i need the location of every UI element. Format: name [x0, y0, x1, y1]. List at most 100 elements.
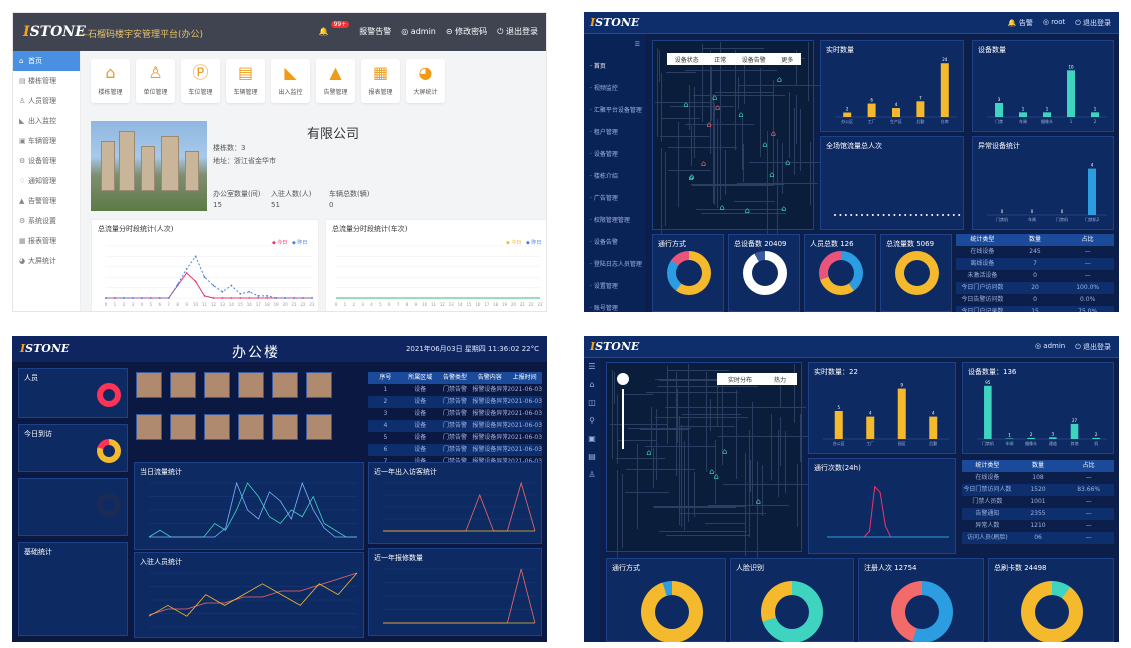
home-icon[interactable]: ⌂ — [589, 380, 595, 389]
map-pin-icon[interactable]: ⌂ — [781, 203, 787, 213]
sidebar-item[interactable]: · 权限管理管理 — [590, 217, 630, 224]
tile-button[interactable]: Ⓟ 车位管理 — [181, 59, 220, 103]
map-pin-icon[interactable]: ⌂ — [722, 446, 728, 456]
compass-icon[interactable] — [617, 373, 629, 385]
face-thumbnail[interactable] — [272, 414, 298, 440]
sidebar-item[interactable]: · 登陆日志人员管理 — [590, 261, 642, 268]
map-pin-icon[interactable]: ⌂ — [646, 447, 652, 457]
zoom-slider[interactable] — [622, 389, 624, 449]
map-pin-icon[interactable]: ⌂ — [683, 100, 689, 110]
tab-device-status[interactable]: 设备状态 — [674, 56, 699, 64]
table-row: 今日门户记录数 15 75.0% — [956, 306, 1114, 312]
sidebar-item[interactable]: · 设备告警 — [590, 239, 618, 246]
sidebar-item[interactable]: · 设置管理 — [590, 283, 618, 290]
sidebar-item[interactable]: · 账号管理 — [590, 305, 618, 312]
sidebar-item[interactable]: ⚙ 系统设置 — [13, 211, 80, 231]
sidebar-item[interactable]: ♢ 通知管理 — [13, 171, 80, 191]
map-pin-icon[interactable]: ⌂ — [762, 139, 768, 149]
sidebar-item[interactable]: · 视频监控 — [590, 85, 618, 92]
tile-button[interactable]: ▦ 报表管理 — [361, 59, 400, 103]
distribution-map[interactable]: ⌂ ⌂ ⌂ ⌂ ⌂ 实时分布 热力 — [606, 362, 825, 578]
map-pin-icon[interactable]: ⌂ — [688, 172, 694, 182]
face-thumbnail[interactable] — [238, 414, 264, 440]
tile-button[interactable]: ▲ 告警管理 — [316, 59, 355, 103]
video-icon[interactable]: ◫ — [588, 398, 596, 407]
map-pin-icon[interactable]: ⌂ — [744, 206, 750, 216]
collapse-icon[interactable]: ☰ — [634, 41, 640, 48]
user-menu[interactable]: ◎ admin — [401, 27, 436, 36]
person-icon[interactable]: ♙ — [588, 470, 596, 479]
sidebar-item[interactable]: · 租户管理 — [590, 129, 618, 136]
sidebar-item[interactable]: · 楼栋介绍 — [590, 173, 618, 180]
user-menu[interactable]: ◎ root — [1042, 18, 1066, 26]
sidebar-item[interactable]: ▤ 楼栋管理 — [13, 71, 80, 91]
map-pin-icon[interactable]: ⌂ — [755, 497, 761, 507]
map-pin-icon[interactable]: ⌂ — [706, 120, 712, 130]
map-pin-icon[interactable]: ⌂ — [776, 75, 782, 85]
sidebar-item[interactable]: ♙ 人员管理 — [13, 91, 80, 111]
notification-bell-icon[interactable]: 🔔 — [318, 27, 329, 36]
face-thumbnail[interactable] — [306, 372, 332, 398]
bar — [916, 101, 925, 117]
map-pin-icon[interactable]: ⌂ — [715, 103, 721, 113]
sidebar-item[interactable]: ◣ 出入监控 — [13, 111, 80, 131]
logout-button[interactable]: ⏻ 退出登录 — [1075, 19, 1111, 27]
sidebar-item[interactable]: · 设备管理 — [590, 151, 618, 158]
face-thumbnail[interactable] — [306, 414, 332, 440]
tile-button[interactable]: ⌂ 楼栋管理 — [91, 59, 130, 103]
tab-more[interactable]: 更多 — [781, 56, 794, 64]
map-pin-icon[interactable]: ⌂ — [709, 466, 715, 476]
face-thumbnail[interactable] — [136, 414, 162, 440]
x-tick-label: 22 — [529, 302, 535, 307]
map-pin-icon[interactable]: ⌂ — [713, 472, 719, 482]
user-menu[interactable]: ◎ admin — [1034, 342, 1066, 350]
map-pin-icon[interactable]: ⌂ — [769, 170, 775, 180]
face-thumbnail[interactable] — [136, 372, 162, 398]
tile-button[interactable]: ▤ 车辆管理 — [226, 59, 265, 103]
sidebar-item[interactable]: · 汇聚平台设备管理 — [590, 107, 642, 114]
tab-device-alarm[interactable]: 设备告警 — [741, 56, 766, 64]
doc-icon[interactable]: ▤ — [588, 452, 596, 461]
series-line — [148, 572, 358, 617]
map-pin-icon[interactable]: ⌂ — [770, 128, 776, 138]
face-thumbnail[interactable] — [170, 414, 196, 440]
map-pin-icon[interactable]: ⌂ — [701, 158, 707, 168]
map-pin-icon[interactable]: ⌂ — [712, 93, 718, 103]
basic-stats: 基础统计 — [18, 542, 128, 636]
sidebar-item[interactable]: ▣ 车辆管理 — [13, 131, 80, 151]
map-pin-icon[interactable]: ⌂ — [785, 157, 791, 167]
face-thumbnail[interactable] — [238, 372, 264, 398]
map-pin-icon[interactable]: ⌂ — [738, 110, 744, 120]
map-road — [812, 91, 814, 141]
tile-button[interactable]: ◣ 出入监控 — [271, 59, 310, 103]
face-thumbnail[interactable] — [272, 372, 298, 398]
sidebar-item[interactable]: · 广告管理 — [590, 195, 618, 202]
face-thumbnail[interactable] — [170, 372, 196, 398]
map-pin-icon[interactable]: ⌂ — [719, 203, 725, 213]
tile-button[interactable]: ◕ 大屏统计 — [406, 59, 445, 103]
logout-button[interactable]: ⏻ 退出登录 — [497, 27, 538, 36]
vehicle-icon[interactable]: ▣ — [588, 434, 596, 443]
alarm-button[interactable]: 🔔 告警 — [1007, 19, 1033, 27]
sidebar-item[interactable]: ⌂ 首页 — [13, 51, 80, 71]
map-pin-icon[interactable]: ⌂ — [689, 172, 695, 182]
tile-button[interactable]: ♙ 单位管理 — [136, 59, 175, 103]
face-thumbnail[interactable] — [204, 414, 230, 440]
sidebar-item[interactable]: · 首页 — [590, 63, 606, 70]
table-cell: 2355 — [1030, 510, 1046, 517]
logout-button[interactable]: ⏻ 退出登录 — [1075, 343, 1111, 351]
notification-label[interactable]: 报警告警 — [359, 27, 392, 36]
menu-icon[interactable]: ☰ — [588, 362, 596, 371]
tab-heatmap[interactable]: 热力 — [773, 376, 786, 384]
data-label: 0 — [1031, 209, 1034, 214]
location-icon[interactable]: ⚲ — [589, 416, 595, 425]
tab-realtime[interactable]: 实时分布 — [727, 376, 752, 384]
sidebar-item[interactable]: ⚙ 设备管理 — [13, 151, 80, 171]
sidebar-item[interactable]: ▲ 告警管理 — [13, 191, 80, 211]
change-password-link[interactable]: ⊝ 修改密码 — [445, 27, 488, 36]
face-thumbnail[interactable] — [204, 372, 230, 398]
sidebar-item[interactable]: ◕ 大屏统计 — [13, 251, 80, 271]
tab-normal[interactable]: 正常 — [714, 56, 727, 64]
sidebar-item[interactable]: ▦ 报表管理 — [13, 231, 80, 251]
device-map[interactable]: ⌂ ⌂ ⌂ ⌂ ⌂ ⌂ ⌂ ⌂ ⌂ ⌂ ⌂ ⌂ ⌂ ⌂ ⌂ ⌂ 设备状态 正常 设备告警 更多 — [652, 40, 846, 256]
